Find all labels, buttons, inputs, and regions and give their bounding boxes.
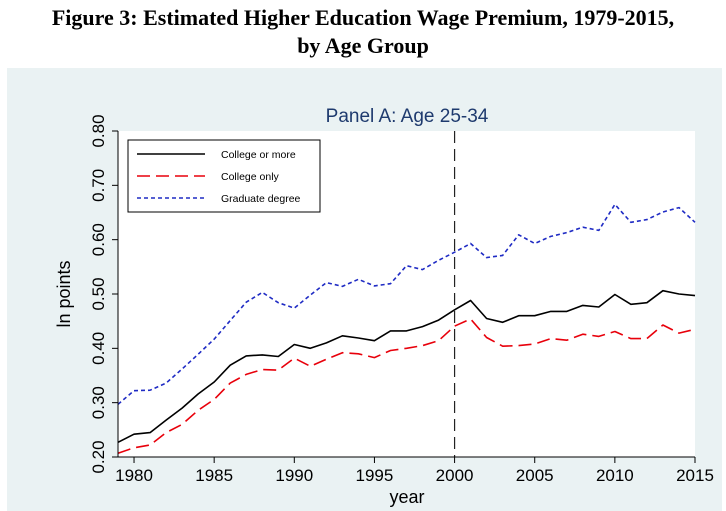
series-line-graduate-degree — [117, 203, 696, 405]
x-tick-label: 2010 — [596, 466, 634, 485]
panel-title: Panel A: Age 25-34 — [326, 106, 489, 127]
y-tick-label: 0.40 — [89, 332, 108, 365]
series-layer — [117, 203, 696, 454]
legend-label-college-only: College only — [221, 171, 280, 183]
figure-title: Figure 3: Estimated Higher Education Wag… — [0, 4, 726, 60]
x-tick-label: 2005 — [516, 466, 554, 485]
y-tick-label: 0.70 — [89, 169, 108, 202]
x-tick-label: 1985 — [195, 466, 233, 485]
x-tick-label: 1995 — [356, 466, 394, 485]
series-line-college-only — [117, 318, 696, 454]
y-tick-label: 0.60 — [89, 223, 108, 256]
y-tick-label: 0.30 — [89, 386, 108, 419]
y-tick-label: 0.80 — [89, 114, 108, 147]
y-axis-label: ln points — [54, 260, 74, 327]
axis-layer: 0.20 0.30 0.40 0.50 0.60 0.70 0.80 1980 1985 1990… — [89, 114, 714, 485]
legend: College or more College only Graduate de… — [127, 139, 321, 213]
legend-label-college-or-more: College or more — [221, 149, 296, 161]
x-tick-label: 1990 — [275, 466, 313, 485]
figure-title-line-1: Figure 3: Estimated Higher Education Wag… — [51, 5, 675, 30]
x-tick-label: 2000 — [436, 466, 474, 485]
y-tick-label: 0.20 — [89, 440, 108, 473]
x-axis-label: year — [389, 487, 424, 507]
x-tick-label: 2015 — [676, 466, 714, 485]
series-line-college-or-more — [117, 289, 696, 444]
x-tick-label: 1980 — [115, 466, 153, 485]
figure-title-line-2: by Age Group — [297, 33, 429, 58]
legend-label-graduate-degree: Graduate degree — [221, 193, 301, 205]
y-tick-label: 0.50 — [89, 277, 108, 310]
